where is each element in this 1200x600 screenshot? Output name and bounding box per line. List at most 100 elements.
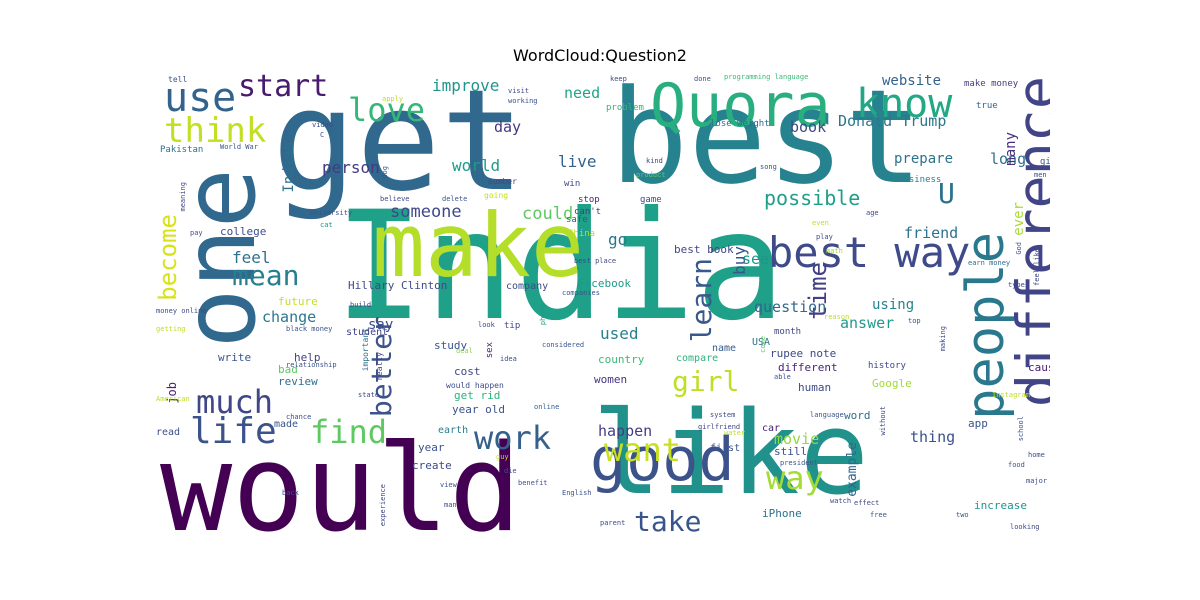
word-year: year	[418, 441, 445, 454]
word-name: name	[712, 343, 737, 354]
word-get: get	[272, 72, 525, 223]
word-getting: getting	[156, 325, 186, 333]
word-free: free	[870, 511, 887, 519]
word-making: making	[939, 326, 947, 352]
word-china: China	[568, 229, 596, 239]
word-prepare: prepare	[894, 151, 954, 167]
word-win: win	[564, 179, 581, 189]
word-good: good	[590, 425, 735, 495]
word-relationship: relationship	[286, 361, 337, 369]
word-world: world	[452, 156, 501, 175]
word-online: online	[534, 403, 560, 411]
word-use: use	[164, 75, 237, 121]
word-u: U	[938, 177, 955, 210]
word-thing: thing	[910, 428, 956, 446]
word-best-place: best place	[574, 257, 617, 265]
word-feel-like: feel like	[1033, 248, 1041, 286]
word-build: build	[350, 301, 372, 309]
word-quora: Quora	[650, 72, 831, 141]
word-hillary-clinton: Hillary Clinton	[348, 279, 448, 292]
word-much: much	[196, 383, 274, 421]
word-someone: someone	[390, 202, 462, 222]
word-men: men	[1034, 171, 1047, 179]
word-could: could	[522, 204, 574, 224]
word-man: man	[444, 501, 457, 509]
word-benefit: benefit	[518, 479, 548, 487]
word-love: love	[348, 91, 426, 129]
word-going: going	[484, 191, 509, 200]
word-donald-trump: Donald Trump	[838, 112, 947, 130]
word-home: home	[1028, 451, 1045, 459]
word-help: help	[294, 351, 321, 364]
word-apply: apply	[382, 95, 404, 103]
word-girl: girl	[672, 365, 740, 398]
word-really: really	[375, 352, 384, 381]
word-system: system	[710, 411, 736, 419]
word-friend: friend	[904, 224, 959, 242]
word-facebook: Facebook	[578, 277, 631, 290]
word-considered: considered	[542, 341, 585, 349]
word-women: women	[594, 373, 628, 386]
word-deal: deal	[456, 347, 473, 355]
word-person: person	[322, 158, 380, 177]
word-word: word	[844, 409, 871, 422]
word-want: want	[604, 431, 682, 469]
word-visit: visit	[508, 87, 530, 95]
word-looking: looking	[1010, 523, 1040, 531]
word-become: become	[154, 214, 182, 301]
word-car: car	[762, 423, 781, 434]
word-world-war: World War	[220, 143, 258, 151]
word-make-money: make money	[964, 79, 1019, 89]
word-rupee-note: rupee note	[770, 347, 837, 360]
word-would-happen: would happen	[446, 381, 504, 390]
word-problem: problem	[606, 103, 644, 113]
word-look: look	[478, 321, 495, 329]
word-working: working	[508, 97, 538, 105]
word-reason: reason	[824, 313, 850, 321]
word-usa: USA	[752, 337, 771, 348]
word-stop: stop	[578, 195, 600, 205]
word-keep: keep	[610, 75, 627, 83]
word-two: two	[956, 511, 969, 519]
word-answer: answer	[840, 314, 895, 332]
word-best: best	[610, 72, 924, 213]
word-still: still	[774, 445, 808, 458]
word-play: play	[816, 233, 833, 241]
word-using: using	[872, 297, 915, 313]
word-say: say	[368, 317, 394, 333]
word-used: used	[600, 324, 639, 343]
word-example: example	[845, 442, 860, 497]
word-c: C	[320, 131, 325, 139]
word-history: history	[868, 361, 906, 371]
word-first: first	[710, 443, 741, 454]
word-guy: guy	[496, 453, 509, 461]
word-without: without	[879, 406, 887, 436]
word-earth: earth	[438, 425, 469, 436]
word-mean: mean	[232, 259, 300, 292]
word-president: president	[780, 459, 818, 467]
word-meaning: meaning	[179, 182, 187, 212]
word-feel: feel	[232, 248, 271, 267]
word-website: website	[882, 73, 942, 89]
word-question: question	[754, 298, 827, 316]
word-work: work	[474, 419, 552, 457]
word-create: create	[412, 459, 452, 472]
word-number: number	[488, 177, 517, 186]
word-kind: kind	[646, 157, 663, 165]
word-safe: safe	[566, 215, 588, 225]
word-done: done	[694, 75, 711, 83]
word-year-old: year old	[452, 403, 505, 416]
word-even: even	[812, 219, 829, 227]
word-long: long	[990, 150, 1027, 168]
word-delete: delete	[442, 195, 468, 203]
word-major: major	[1026, 477, 1048, 485]
word-american: American	[156, 395, 190, 403]
word-tip: tip	[504, 321, 521, 331]
word-type: type	[1008, 281, 1025, 289]
word-pay: pay	[190, 229, 203, 237]
word-black-money: black money	[286, 325, 333, 333]
word-effect: effect	[854, 499, 880, 507]
word-human: human	[798, 381, 832, 394]
word-sex: sex	[485, 342, 495, 359]
